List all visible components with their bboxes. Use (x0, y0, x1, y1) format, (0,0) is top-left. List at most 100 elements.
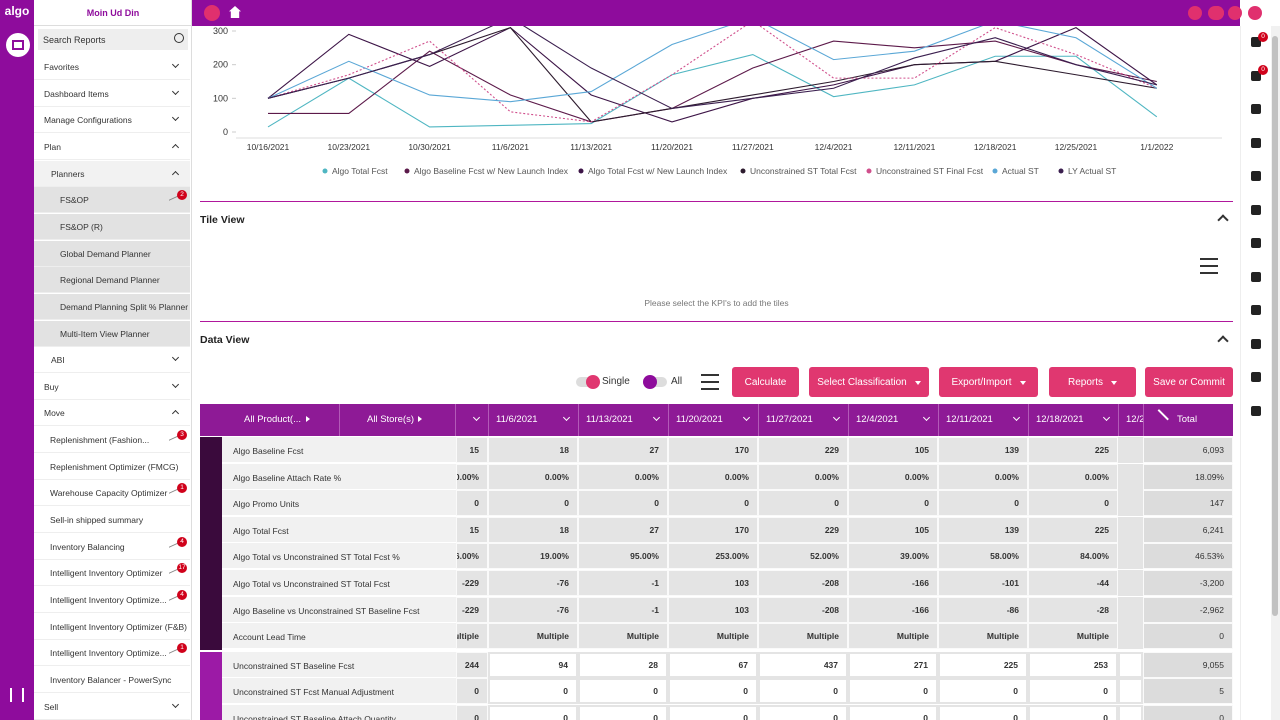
menu-label[interactable]: Demand Planning Split % Planner (60, 301, 189, 312)
menu-label[interactable]: Inventory Balancing (50, 541, 125, 552)
collapse-icon[interactable] (1217, 335, 1229, 347)
menu-item[interactable] (34, 373, 190, 400)
rail-icon[interactable] (1251, 171, 1261, 181)
menu-item[interactable] (34, 480, 190, 507)
menu-label[interactable]: Manage Configurations (44, 115, 132, 126)
cell[interactable]: 0 (488, 705, 578, 720)
button[interactable]: Export/Import (939, 367, 1038, 397)
rail-icon[interactable] (1251, 70, 1261, 81)
rail-icon[interactable] (1251, 238, 1261, 248)
menu-item[interactable] (34, 427, 190, 454)
cell[interactable]: 28 (578, 651, 668, 678)
cell[interactable]: 0 (1028, 678, 1118, 705)
menu-label[interactable]: Intelligent Inventory Optimizer (50, 568, 163, 579)
menu-item[interactable] (34, 640, 190, 667)
grid-settings-icon[interactable] (701, 374, 719, 390)
menu-label[interactable]: FS&OP (60, 195, 89, 206)
menu-item[interactable] (34, 507, 190, 534)
cell[interactable]: 253 (1028, 651, 1118, 678)
menu-item[interactable] (34, 240, 190, 267)
menu-label[interactable]: Buy (44, 381, 59, 392)
menu-item[interactable] (34, 613, 190, 640)
menu-item[interactable] (34, 293, 190, 320)
menu-item[interactable] (34, 160, 190, 187)
menu-item[interactable] (34, 107, 190, 134)
filter-label[interactable]: All Product(... (244, 414, 302, 425)
menu-label[interactable]: Intelligent Inventory Optimize... (50, 648, 167, 659)
rail-icon[interactable] (1251, 372, 1261, 382)
menu-label[interactable]: Warehouse Capacity Optimizer (50, 488, 168, 499)
top-icon[interactable] (1188, 6, 1202, 20)
menu-label[interactable]: Replenishment (Fashion... (50, 435, 150, 446)
cell[interactable]: 0 (848, 705, 938, 720)
cell[interactable]: 0 (488, 678, 578, 705)
toggle[interactable] (643, 375, 667, 389)
button-label[interactable]: Calculate (744, 376, 787, 388)
rail-icon[interactable] (1251, 405, 1261, 416)
chevron[interactable] (472, 413, 481, 422)
menu-label[interactable]: Plan (44, 141, 62, 152)
menu-label[interactable]: Planners (51, 168, 85, 179)
home-app-icon[interactable] (6, 33, 30, 57)
button[interactable]: Reports (1049, 367, 1136, 397)
cell[interactable]: 0 (668, 678, 758, 705)
menu-label[interactable]: Replenishment Optimizer (FMCG) (50, 461, 179, 472)
cell[interactable]: 0 (456, 705, 488, 720)
collapse-icon[interactable] (1217, 214, 1229, 226)
settings-icon[interactable] (10, 688, 24, 702)
menu-label[interactable]: Intelligent Inventory Optimize... (50, 595, 167, 605)
menu-label[interactable]: Regional Demand Planner (60, 275, 160, 286)
cell[interactable]: 0 (758, 705, 848, 720)
menu-item[interactable] (34, 80, 190, 107)
button[interactable]: Select Classification (809, 367, 929, 397)
rail-icon[interactable] (1251, 104, 1261, 114)
cell[interactable]: 0 (578, 678, 668, 705)
menu-label[interactable]: Move (44, 408, 65, 419)
menu-item[interactable] (34, 560, 190, 587)
button-label[interactable]: Save or Commit (1153, 376, 1225, 388)
button[interactable]: Save or Commit (1145, 367, 1233, 397)
tile-settings-icon[interactable] (1200, 258, 1218, 274)
back-button[interactable] (204, 5, 220, 21)
button-label[interactable]: Reports (1067, 376, 1103, 388)
menu-item[interactable] (34, 666, 190, 693)
menu-label[interactable]: Intelligent Inventory Optimizer (F&B) (50, 621, 187, 632)
button[interactable]: Calculate (732, 367, 799, 397)
cell[interactable]: 244 (456, 651, 488, 678)
menu-item[interactable] (34, 133, 190, 160)
rail-icon[interactable] (1251, 37, 1261, 47)
cell[interactable]: 94 (488, 651, 578, 678)
menu-label[interactable]: Sell (44, 701, 59, 712)
menu-label[interactable]: ABI (51, 355, 65, 366)
rail-icon[interactable] (1251, 305, 1261, 315)
user-name[interactable]: Moin Ud Din (34, 0, 192, 26)
menu-label[interactable]: Inventory Balancer - PowerSync (50, 674, 172, 685)
menu-item[interactable] (34, 533, 190, 560)
cell[interactable]: 0 (848, 678, 938, 705)
rail-icon[interactable] (1251, 338, 1261, 349)
toggle[interactable] (576, 375, 600, 389)
menu-item[interactable] (34, 693, 190, 720)
menu-item[interactable] (34, 320, 190, 347)
rail-icon[interactable] (1251, 204, 1261, 215)
cell[interactable]: 0 (938, 705, 1028, 720)
rail-icon[interactable] (1251, 137, 1261, 148)
cell[interactable]: 0 (578, 705, 668, 720)
top-icon[interactable] (1208, 6, 1222, 20)
cell[interactable]: 0 (668, 705, 758, 720)
rail-icon[interactable] (1251, 271, 1261, 282)
menu-label[interactable]: Sell-in shipped summary (50, 515, 144, 526)
cell[interactable]: 0 (938, 678, 1028, 705)
top-icon[interactable] (1248, 6, 1262, 20)
menu-label[interactable]: Global Demand Planner (60, 248, 151, 259)
dropdown-arrow[interactable] (1111, 380, 1117, 388)
dropdown-arrow[interactable] (914, 380, 921, 388)
button-label[interactable]: Export/Import (951, 376, 1012, 388)
filter-label[interactable]: All Store(s) (367, 414, 414, 425)
cell[interactable]: 225 (938, 651, 1028, 678)
menu-label[interactable]: Multi-Item View Planner (60, 328, 150, 339)
menu-label[interactable]: Favorites (44, 62, 79, 72)
dropdown-arrow[interactable] (1019, 380, 1026, 388)
menu-label[interactable]: Dashboard Items (44, 88, 109, 99)
cell[interactable]: 0 (758, 678, 848, 705)
